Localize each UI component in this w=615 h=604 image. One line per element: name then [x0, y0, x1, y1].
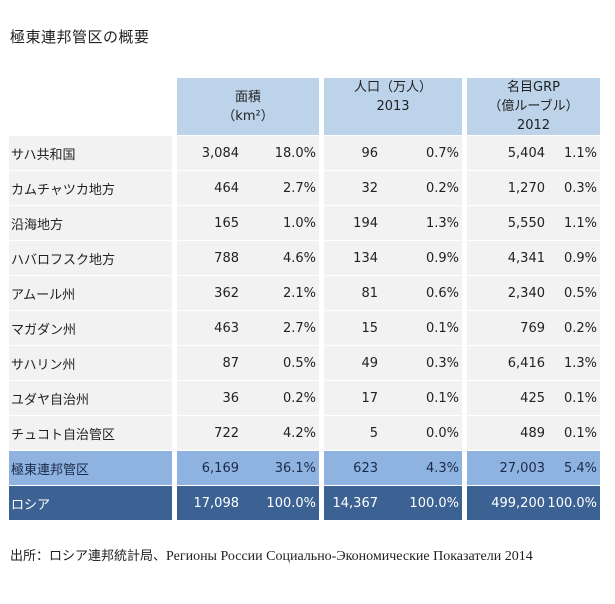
population-share: 100.0%	[378, 486, 462, 521]
area-share: 0.2%	[239, 381, 319, 416]
grp-share: 0.1%	[545, 381, 600, 416]
region-name: サハリン州	[9, 346, 172, 381]
area-share: 18.0%	[239, 136, 319, 171]
grp-value: 4,341	[467, 241, 545, 276]
population-value: 194	[324, 206, 378, 241]
grp-value: 27,003	[467, 451, 545, 486]
grp-value: 425	[467, 381, 545, 416]
population-value: 134	[324, 241, 378, 276]
area-value: 463	[177, 311, 239, 346]
region-name: チュコト自治管区	[9, 416, 172, 451]
grp-share: 1.1%	[545, 206, 600, 241]
grp-share: 0.1%	[545, 416, 600, 451]
grp-value: 769	[467, 311, 545, 346]
area-share: 36.1%	[239, 451, 319, 486]
area-value: 362	[177, 276, 239, 311]
population-value: 15	[324, 311, 378, 346]
table-row: ハバロフスク地方 788 4.6% 134 0.9% 4,341 0.9%	[9, 241, 600, 276]
grp-share: 0.9%	[545, 241, 600, 276]
grp-share: 0.5%	[545, 276, 600, 311]
area-share: 0.5%	[239, 346, 319, 381]
area-share: 1.0%	[239, 206, 319, 241]
population-value: 32	[324, 171, 378, 206]
area-value: 722	[177, 416, 239, 451]
grp-value: 489	[467, 416, 545, 451]
population-value: 81	[324, 276, 378, 311]
population-share: 0.1%	[378, 381, 462, 416]
header-population: 人口（万人） 2013	[324, 78, 462, 136]
population-value: 96	[324, 136, 378, 171]
region-name: 沿海地方	[9, 206, 172, 241]
region-name: 極東連邦管区	[9, 451, 172, 486]
region-name: アムール州	[9, 276, 172, 311]
grp-share: 0.2%	[545, 311, 600, 346]
grp-share: 1.1%	[545, 136, 600, 171]
population-share: 0.3%	[378, 346, 462, 381]
grp-share: 0.3%	[545, 171, 600, 206]
region-name: マガダン州	[9, 311, 172, 346]
table-row: アムール州 362 2.1% 81 0.6% 2,340 0.5%	[9, 276, 600, 311]
population-share: 0.1%	[378, 311, 462, 346]
grp-share: 1.3%	[545, 346, 600, 381]
region-name: ハバロフスク地方	[9, 241, 172, 276]
area-value: 788	[177, 241, 239, 276]
region-summary-table: 面積 （km²） 人口（万人） 2013 名目GRP （億ルーブル） 2012 …	[9, 78, 600, 521]
population-share: 0.2%	[378, 171, 462, 206]
table-row: チュコト自治管区 722 4.2% 5 0.0% 489 0.1%	[9, 416, 600, 451]
population-value: 14,367	[324, 486, 378, 521]
population-share: 0.0%	[378, 416, 462, 451]
population-share: 4.3%	[378, 451, 462, 486]
population-share: 0.6%	[378, 276, 462, 311]
region-name: ユダヤ自治州	[9, 381, 172, 416]
grp-share: 5.4%	[545, 451, 600, 486]
population-value: 17	[324, 381, 378, 416]
grp-value: 2,340	[467, 276, 545, 311]
area-share: 4.6%	[239, 241, 319, 276]
area-value: 3,084	[177, 136, 239, 171]
region-name: ロシア	[9, 486, 172, 521]
population-share: 1.3%	[378, 206, 462, 241]
grp-value: 5,550	[467, 206, 545, 241]
area-share: 2.7%	[239, 171, 319, 206]
table-row: サハリン州 87 0.5% 49 0.3% 6,416 1.3%	[9, 346, 600, 381]
header-corner	[9, 78, 172, 136]
table-row: カムチャツカ地方 464 2.7% 32 0.2% 1,270 0.3%	[9, 171, 600, 206]
header-grp: 名目GRP （億ルーブル） 2012	[467, 78, 600, 136]
population-value: 623	[324, 451, 378, 486]
area-value: 17,098	[177, 486, 239, 521]
page-title: 極東連邦管区の概要	[10, 28, 150, 46]
grp-value: 5,404	[467, 136, 545, 171]
table-row: ユダヤ自治州 36 0.2% 17 0.1% 425 0.1%	[9, 381, 600, 416]
grp-value: 499,200	[467, 486, 545, 521]
area-share: 2.1%	[239, 276, 319, 311]
area-value: 165	[177, 206, 239, 241]
total-russia-row: ロシア 17,098 100.0% 14,367 100.0% 499,200 100.0%	[9, 486, 600, 521]
area-value: 6,169	[177, 451, 239, 486]
table-row: 沿海地方 165 1.0% 194 1.3% 5,550 1.1%	[9, 206, 600, 241]
area-value: 36	[177, 381, 239, 416]
population-value: 49	[324, 346, 378, 381]
table-header-row: 面積 （km²） 人口（万人） 2013 名目GRP （億ルーブル） 2012	[9, 78, 600, 136]
population-value: 5	[324, 416, 378, 451]
table-row: マガダン州 463 2.7% 15 0.1% 769 0.2%	[9, 311, 600, 346]
area-value: 464	[177, 171, 239, 206]
grp-share: 100.0%	[545, 486, 600, 521]
source-note: 出所：ロシア連邦統計局、Регионы России Социально-Эко…	[10, 549, 533, 564]
table-row: サハ共和国 3,084 18.0% 96 0.7% 5,404 1.1%	[9, 136, 600, 171]
grp-value: 1,270	[467, 171, 545, 206]
header-area: 面積 （km²）	[177, 78, 319, 136]
area-share: 4.2%	[239, 416, 319, 451]
area-share: 100.0%	[239, 486, 319, 521]
population-share: 0.9%	[378, 241, 462, 276]
region-name: サハ共和国	[9, 136, 172, 171]
region-name: カムチャツカ地方	[9, 171, 172, 206]
population-share: 0.7%	[378, 136, 462, 171]
area-value: 87	[177, 346, 239, 381]
area-share: 2.7%	[239, 311, 319, 346]
grp-value: 6,416	[467, 346, 545, 381]
total-far-east-row: 極東連邦管区 6,169 36.1% 623 4.3% 27,003 5.4%	[9, 451, 600, 486]
